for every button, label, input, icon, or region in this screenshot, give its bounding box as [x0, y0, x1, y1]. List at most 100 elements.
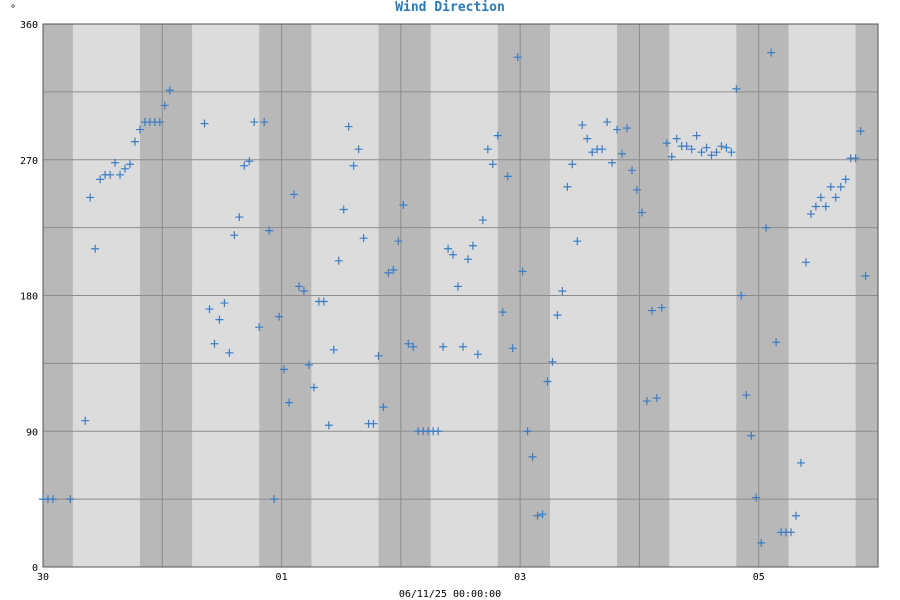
y-tick-label: 270 [20, 156, 38, 167]
data-point [806, 210, 815, 219]
data-point [796, 458, 805, 467]
data-point [200, 119, 209, 128]
data-point [220, 299, 229, 308]
data-point [657, 303, 666, 312]
data-point [742, 391, 751, 400]
data-point [275, 312, 284, 321]
data-point [533, 511, 542, 520]
data-point [215, 315, 224, 324]
y-tick-label: 360 [20, 20, 38, 31]
data-point [339, 205, 348, 214]
data-point [468, 241, 477, 250]
data-point [702, 143, 711, 152]
data-point [747, 431, 756, 440]
data-point [225, 348, 234, 357]
data-point [334, 256, 343, 265]
data-point [737, 291, 746, 300]
data-point [294, 282, 303, 291]
data-point [687, 145, 696, 154]
data-point [811, 202, 820, 211]
data-point [692, 131, 701, 140]
data-point [130, 137, 139, 146]
data-point [483, 145, 492, 154]
data-point [121, 164, 130, 173]
data-point [444, 244, 453, 253]
data-point [86, 193, 95, 202]
data-point [324, 421, 333, 430]
data-point [165, 86, 174, 95]
data-point [81, 416, 90, 425]
data-point [235, 213, 244, 222]
data-point [548, 357, 557, 366]
data-point [538, 510, 547, 519]
y-tick-label: 90 [26, 427, 38, 438]
plot-area: 0 90 180 270 360 30 01 03 05 [20, 20, 879, 583]
data-point [637, 208, 646, 217]
data-point [463, 255, 472, 264]
data-point [697, 148, 706, 157]
x-tick-label: 30 [37, 572, 49, 583]
data-point [722, 143, 731, 152]
data-point [553, 311, 562, 320]
data-point [379, 403, 388, 412]
data-point [240, 161, 249, 170]
data-point [111, 158, 120, 167]
data-point [712, 148, 721, 157]
y-tick-label: 0 [32, 563, 38, 574]
data-point [66, 495, 75, 504]
data-point [513, 53, 522, 62]
data-point [632, 185, 641, 194]
data-point [160, 101, 169, 110]
data-point [787, 528, 796, 537]
data-point [841, 175, 850, 184]
data-point [831, 193, 840, 202]
data-point [369, 419, 378, 428]
data-point [618, 149, 627, 158]
data-point [821, 202, 830, 211]
x-tick-label: 01 [276, 572, 288, 583]
data-point [583, 134, 592, 143]
data-point [707, 151, 716, 160]
data-point [498, 308, 507, 317]
data-point [399, 201, 408, 209]
y-tick-label: 180 [20, 292, 38, 303]
x-axis-label: 06/11/25 00:00:00 [399, 589, 501, 600]
data-point [304, 360, 313, 369]
data-point [230, 231, 239, 240]
data-point [205, 305, 214, 314]
data-point [458, 342, 467, 351]
data-point [523, 427, 532, 436]
data-point [732, 84, 741, 93]
data-point [473, 350, 482, 359]
data-point [642, 397, 651, 406]
data-point [772, 338, 781, 347]
data-point [91, 244, 100, 253]
data-point [826, 182, 835, 191]
data-point [135, 125, 144, 134]
data-point [682, 142, 691, 151]
data-point [568, 160, 577, 169]
data-point [319, 297, 328, 306]
data-point [96, 175, 105, 184]
data-point [285, 398, 294, 407]
data-point [106, 170, 115, 179]
data-point [627, 166, 636, 175]
data-point [280, 365, 289, 374]
data-point [816, 193, 825, 202]
data-point [329, 345, 338, 354]
plot-border [42, 23, 879, 568]
data-point [856, 127, 865, 136]
data-point [528, 452, 537, 461]
data-point [647, 306, 656, 315]
data-point [245, 157, 254, 166]
data-point [255, 323, 264, 332]
data-point [349, 161, 358, 170]
data-point [250, 118, 259, 127]
data-point [299, 286, 308, 295]
data-point [727, 148, 736, 157]
data-point [389, 265, 398, 274]
data-point [608, 158, 617, 167]
data-point [354, 145, 363, 154]
x-tick-label: 05 [753, 572, 765, 583]
